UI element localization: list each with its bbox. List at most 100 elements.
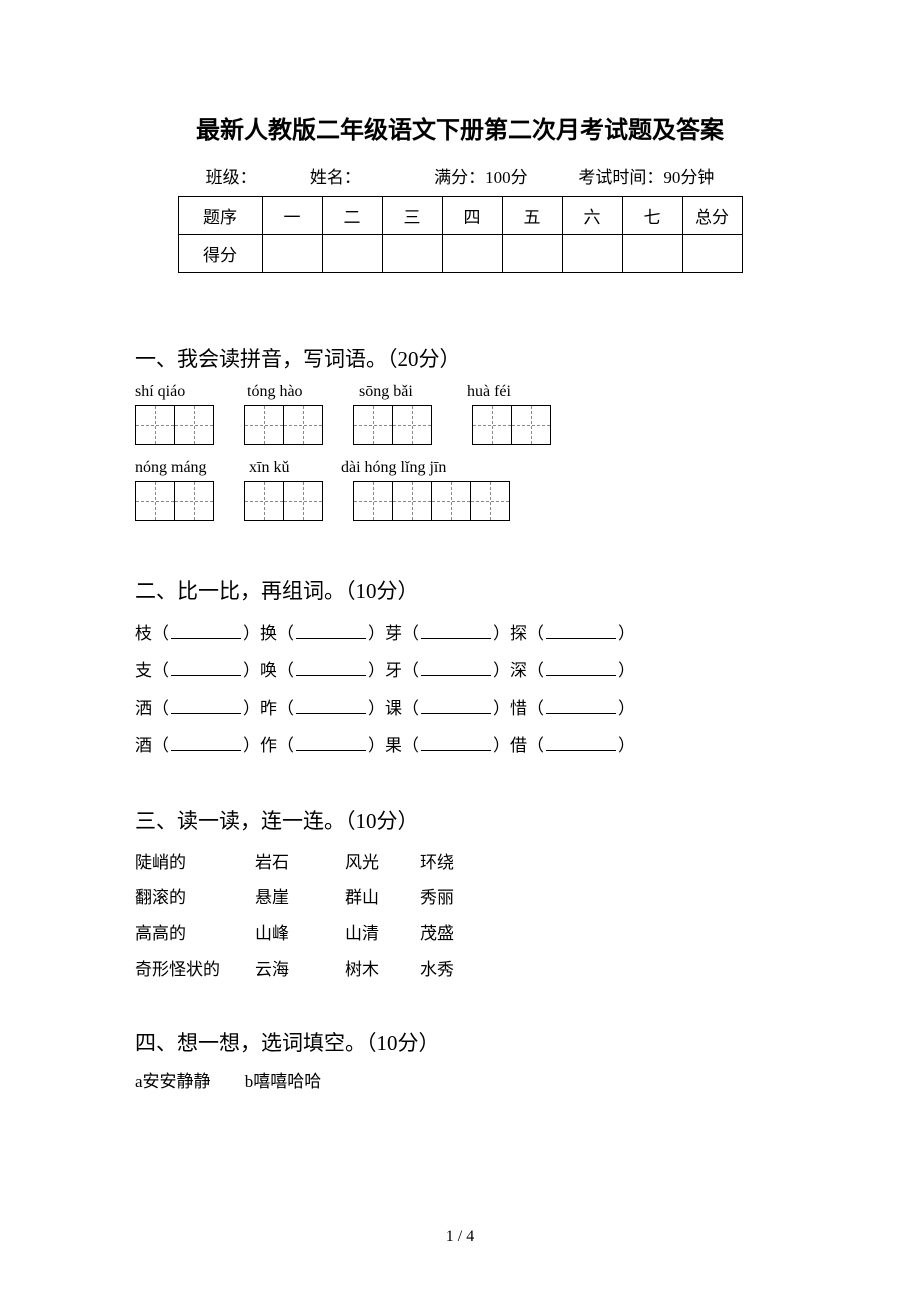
table-cell: [382, 235, 442, 273]
q3-row: 奇形怪状的云海树木水秀: [135, 952, 785, 988]
table-cell: 二: [322, 197, 382, 235]
blank[interactable]: [171, 660, 241, 676]
table-cell: 总分: [682, 197, 742, 235]
word: 风光: [345, 845, 420, 881]
q3-row: 翻滚的悬崖群山秀丽: [135, 880, 785, 916]
word: 环绕: [420, 845, 454, 881]
char: 酒: [135, 736, 152, 755]
q2-line: 洒（）昨（）课（）惜（）: [135, 690, 785, 727]
blank[interactable]: [296, 623, 366, 639]
name-label: 姓名：: [310, 163, 430, 188]
word: 悬崖: [255, 880, 345, 916]
time-label: 考试时间：90分钟: [578, 163, 714, 188]
q3-row: 高高的山峰山清茂盛: [135, 916, 785, 952]
table-cell: [322, 235, 382, 273]
word: 树木: [345, 952, 420, 988]
char: 换: [260, 624, 277, 643]
q4-title: 四、想一想，选词填空。（10分）: [135, 1027, 785, 1057]
word: 奇形怪状的: [135, 952, 255, 988]
q1-title: 一、我会读拼音，写词语。（20分）: [135, 343, 785, 373]
box-group[interactable]: [135, 405, 214, 445]
q1-row1-boxes: [135, 405, 785, 445]
blank[interactable]: [296, 660, 366, 676]
word: 山清: [345, 916, 420, 952]
q2-title: 二、比一比，再组词。（10分）: [135, 575, 785, 605]
blank[interactable]: [421, 660, 491, 676]
pinyin: nóng máng: [135, 459, 245, 477]
blank[interactable]: [546, 623, 616, 639]
box-group[interactable]: [353, 481, 510, 521]
word: 群山: [345, 880, 420, 916]
char: 洒: [135, 699, 152, 718]
q3-title: 三、读一读，连一连。（10分）: [135, 805, 785, 835]
blank[interactable]: [171, 735, 241, 751]
blank[interactable]: [546, 735, 616, 751]
word: 云海: [255, 952, 345, 988]
box-group[interactable]: [472, 405, 551, 445]
blank[interactable]: [546, 698, 616, 714]
char: 枝: [135, 624, 152, 643]
q2-line: 酒（）作（）果（）借（）: [135, 727, 785, 764]
table-cell: [562, 235, 622, 273]
word: 水秀: [420, 952, 454, 988]
box-group[interactable]: [135, 481, 214, 521]
table-cell: [502, 235, 562, 273]
pinyin: dài hóng lǐng jīn: [341, 459, 446, 477]
word: 山峰: [255, 916, 345, 952]
exam-meta: 班级： 姓名： 满分：100分 考试时间：90分钟: [135, 163, 785, 188]
q2-line: 支（）唤（）牙（）深（）: [135, 652, 785, 689]
blank[interactable]: [421, 623, 491, 639]
char: 芽: [385, 624, 402, 643]
table-row: 得分: [178, 235, 742, 273]
table-row: 题序 一 二 三 四 五 六 七 总分: [178, 197, 742, 235]
class-label: 班级：: [206, 163, 306, 188]
table-cell: 五: [502, 197, 562, 235]
q4-options: a安安静静 b嘻嘻哈哈: [135, 1067, 785, 1092]
table-cell: 一: [262, 197, 322, 235]
char: 深: [510, 661, 527, 680]
blank[interactable]: [171, 623, 241, 639]
word: 翻滚的: [135, 880, 255, 916]
blank[interactable]: [296, 735, 366, 751]
document-title: 最新人教版二年级语文下册第二次月考试题及答案: [135, 110, 785, 145]
word: 岩石: [255, 845, 345, 881]
blank[interactable]: [546, 660, 616, 676]
blank[interactable]: [296, 698, 366, 714]
table-cell: 六: [562, 197, 622, 235]
table-cell: [262, 235, 322, 273]
table-cell: 四: [442, 197, 502, 235]
table-cell: 七: [622, 197, 682, 235]
char: 支: [135, 661, 152, 680]
q3-row: 陡峭的岩石风光环绕: [135, 845, 785, 881]
blank[interactable]: [421, 735, 491, 751]
pinyin: shí qiáo: [135, 383, 243, 401]
q1-row1-pinyin: shí qiáo tóng hào sōng bǎi huà féi: [135, 383, 785, 401]
pinyin: sōng bǎi: [359, 383, 463, 401]
option-a: a安安静静: [135, 1067, 211, 1092]
char: 唤: [260, 661, 277, 680]
table-cell: 三: [382, 197, 442, 235]
box-group[interactable]: [353, 405, 432, 445]
blank[interactable]: [421, 698, 491, 714]
char: 昨: [260, 699, 277, 718]
word: 陡峭的: [135, 845, 255, 881]
box-group[interactable]: [244, 405, 323, 445]
option-b: b嘻嘻哈哈: [245, 1067, 322, 1092]
page-number: 1 / 4: [0, 1228, 920, 1246]
char: 惜: [510, 699, 527, 718]
score-table: 题序 一 二 三 四 五 六 七 总分 得分: [178, 196, 743, 273]
word: 秀丽: [420, 880, 454, 916]
char: 课: [385, 699, 402, 718]
table-cell: [442, 235, 502, 273]
q2-line: 枝（）换（）芽（）探（）: [135, 615, 785, 652]
char: 牙: [385, 661, 402, 680]
word: 茂盛: [420, 916, 454, 952]
row-header: 题序: [178, 197, 262, 235]
pinyin: xīn kǔ: [249, 459, 337, 477]
blank[interactable]: [171, 698, 241, 714]
char: 借: [510, 736, 527, 755]
box-group[interactable]: [244, 481, 323, 521]
char: 作: [260, 736, 277, 755]
row-header: 得分: [178, 235, 262, 273]
table-cell: [622, 235, 682, 273]
